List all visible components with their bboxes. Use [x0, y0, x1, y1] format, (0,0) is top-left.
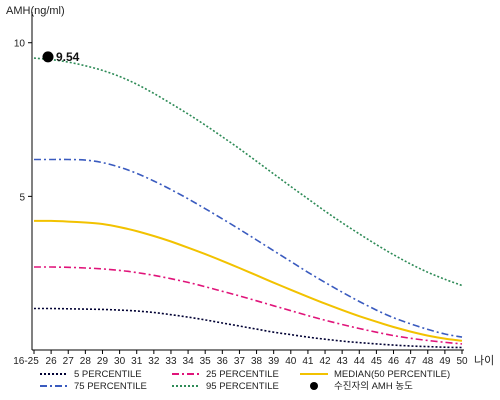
x-tick-label: 33: [165, 356, 177, 367]
y-tick-label: 5: [19, 192, 25, 203]
y-axis-ticks: 5 10: [14, 39, 32, 203]
x-tick-label: 40: [285, 356, 297, 367]
series-layer: [33, 57, 463, 349]
x-tick-label: 45: [371, 356, 383, 367]
legend-label-amh: 수진자의 AMH 농도: [334, 381, 413, 392]
x-tick-label: 34: [183, 356, 195, 367]
x-tick-label: 26: [46, 356, 58, 367]
y-tick-label: 10: [14, 39, 26, 50]
x-tick-label: 50: [456, 356, 468, 367]
x-tick-label: 29: [97, 356, 109, 367]
x-tick-label: 47: [405, 356, 417, 367]
x-tick-label: 27: [63, 356, 75, 367]
legend-label-25-percentile: 25 PERCENTILE: [206, 369, 279, 380]
legend-label-95-percentile: 95 PERCENTILE: [206, 381, 279, 392]
marker-layer: 9.54: [42, 50, 80, 64]
legend-label-median-50-percentile: MEDIAN(50 PERCENTILE): [334, 369, 450, 380]
series-line-25-percentile: [33, 266, 463, 345]
patient-amh-value-label: 9.54: [56, 50, 80, 64]
x-axis-ticks: 16-25 26 27 28 29 30 31 32 33 34 35 36 37 38 39 40 41 42 4…: [13, 350, 468, 367]
series-line-95-percentile: [33, 57, 463, 287]
x-tick-label: 36: [217, 356, 229, 367]
x-tick-label: 42: [319, 356, 331, 367]
x-tick-label: 48: [422, 356, 434, 367]
axes: [31, 12, 464, 351]
x-tick-label: 28: [80, 356, 92, 367]
x-tick-label: 16-25: [13, 356, 39, 367]
x-tick-label: 31: [131, 356, 143, 367]
x-tick-label: 44: [354, 356, 366, 367]
legend: 5 PERCENTILE 25 PERCENTILE MEDIAN(50 PERCE…: [40, 369, 450, 392]
x-tick-label: 38: [251, 356, 263, 367]
legend-marker-amh: [310, 382, 318, 390]
series-line-median-50-percentile: [33, 219, 463, 342]
x-tick-label: 30: [114, 356, 126, 367]
series-line-5-percentile: [34, 307, 463, 349]
x-tick-label: 41: [302, 356, 314, 367]
legend-label-75-percentile: 75 PERCENTILE: [74, 381, 147, 392]
x-tick-label: 39: [268, 356, 280, 367]
x-tick-label: 32: [148, 356, 160, 367]
y-axis-title: AMH(ng/ml): [6, 5, 65, 17]
x-tick-label: 43: [337, 356, 349, 367]
x-axis-title: 나이: [474, 354, 494, 367]
x-tick-label: 49: [439, 356, 451, 367]
x-tick-label: 35: [200, 356, 212, 367]
series-line-75-percentile: [33, 158, 463, 338]
legend-label-5-percentile: 5 PERCENTILE: [74, 369, 142, 380]
patient-amh-marker: [42, 51, 54, 63]
x-tick-label: 37: [234, 356, 246, 367]
x-tick-label: 46: [388, 356, 400, 367]
